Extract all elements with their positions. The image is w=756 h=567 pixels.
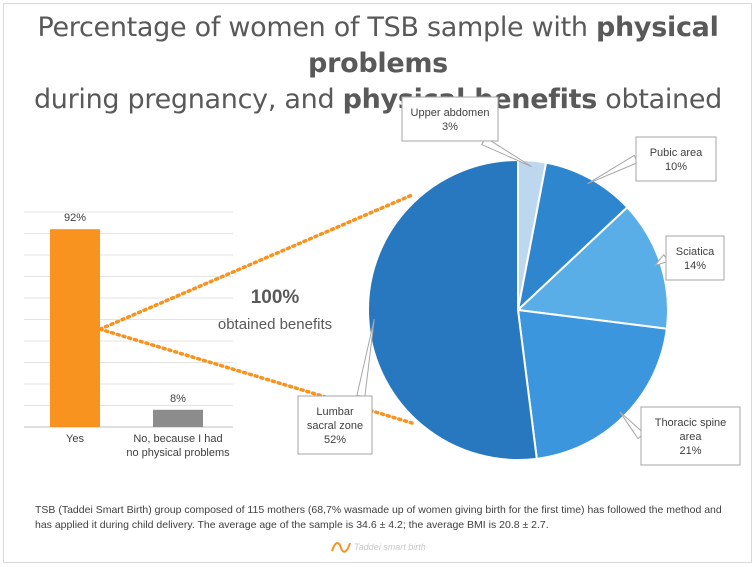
pie-category-label: Sciatica	[676, 246, 715, 258]
callout-box	[297, 395, 373, 455]
pie-category-label: Lumbar	[316, 406, 354, 418]
logo-mark-icon	[331, 542, 351, 553]
pie-category-label: Pubic area	[650, 147, 703, 159]
callout-pointer	[619, 411, 645, 440]
bar-category-label: No, because I had	[133, 433, 222, 445]
chart-title: Percentage of women of TSB sample with p…	[0, 10, 756, 118]
pie-value-label: 3%	[442, 121, 458, 133]
pie-value-label: 10%	[665, 161, 687, 173]
pie-value-label: 52%	[324, 434, 346, 446]
logo-text: Taddei smart birth	[354, 542, 426, 552]
callout-box	[401, 96, 499, 142]
callout-pointer	[356, 318, 375, 398]
bar-value-label: 8%	[170, 393, 186, 405]
callout-pointer	[587, 154, 639, 185]
center-text: obtained benefits	[217, 316, 333, 333]
callout-box	[665, 235, 725, 281]
bar-category-label: Yes	[66, 433, 84, 445]
pie-category-label: Upper abdomen	[411, 107, 490, 119]
pie-slice	[516, 161, 629, 313]
title-part2: during pregnancy, and	[33, 84, 343, 115]
pie-category-label: sacral zone	[307, 420, 363, 432]
title-part1: Percentage of women of TSB sample with	[37, 12, 596, 43]
title-part3: obtained	[596, 84, 723, 115]
pie-category-label: Thoracic spine	[655, 417, 727, 429]
pie-slice	[367, 158, 538, 461]
callout-box	[635, 136, 717, 182]
bar-no	[153, 409, 203, 427]
bar-category-label: no physical problems	[126, 447, 230, 459]
center-percent: 100%	[250, 287, 300, 308]
pie-value-label: 14%	[684, 260, 706, 272]
footnote: TSB (Taddei Smart Birth) group composed …	[35, 504, 722, 531]
pie-category-label: area	[679, 431, 702, 443]
title-bold1: physical problems	[308, 12, 719, 79]
callout-box	[640, 406, 741, 466]
connector-line-top	[98, 193, 414, 331]
brand-logo: Taddei smart birth	[330, 538, 426, 556]
bar-yes	[50, 229, 100, 427]
bar-value-label: 92%	[64, 212, 86, 224]
pie-value-label: 21%	[679, 445, 701, 457]
